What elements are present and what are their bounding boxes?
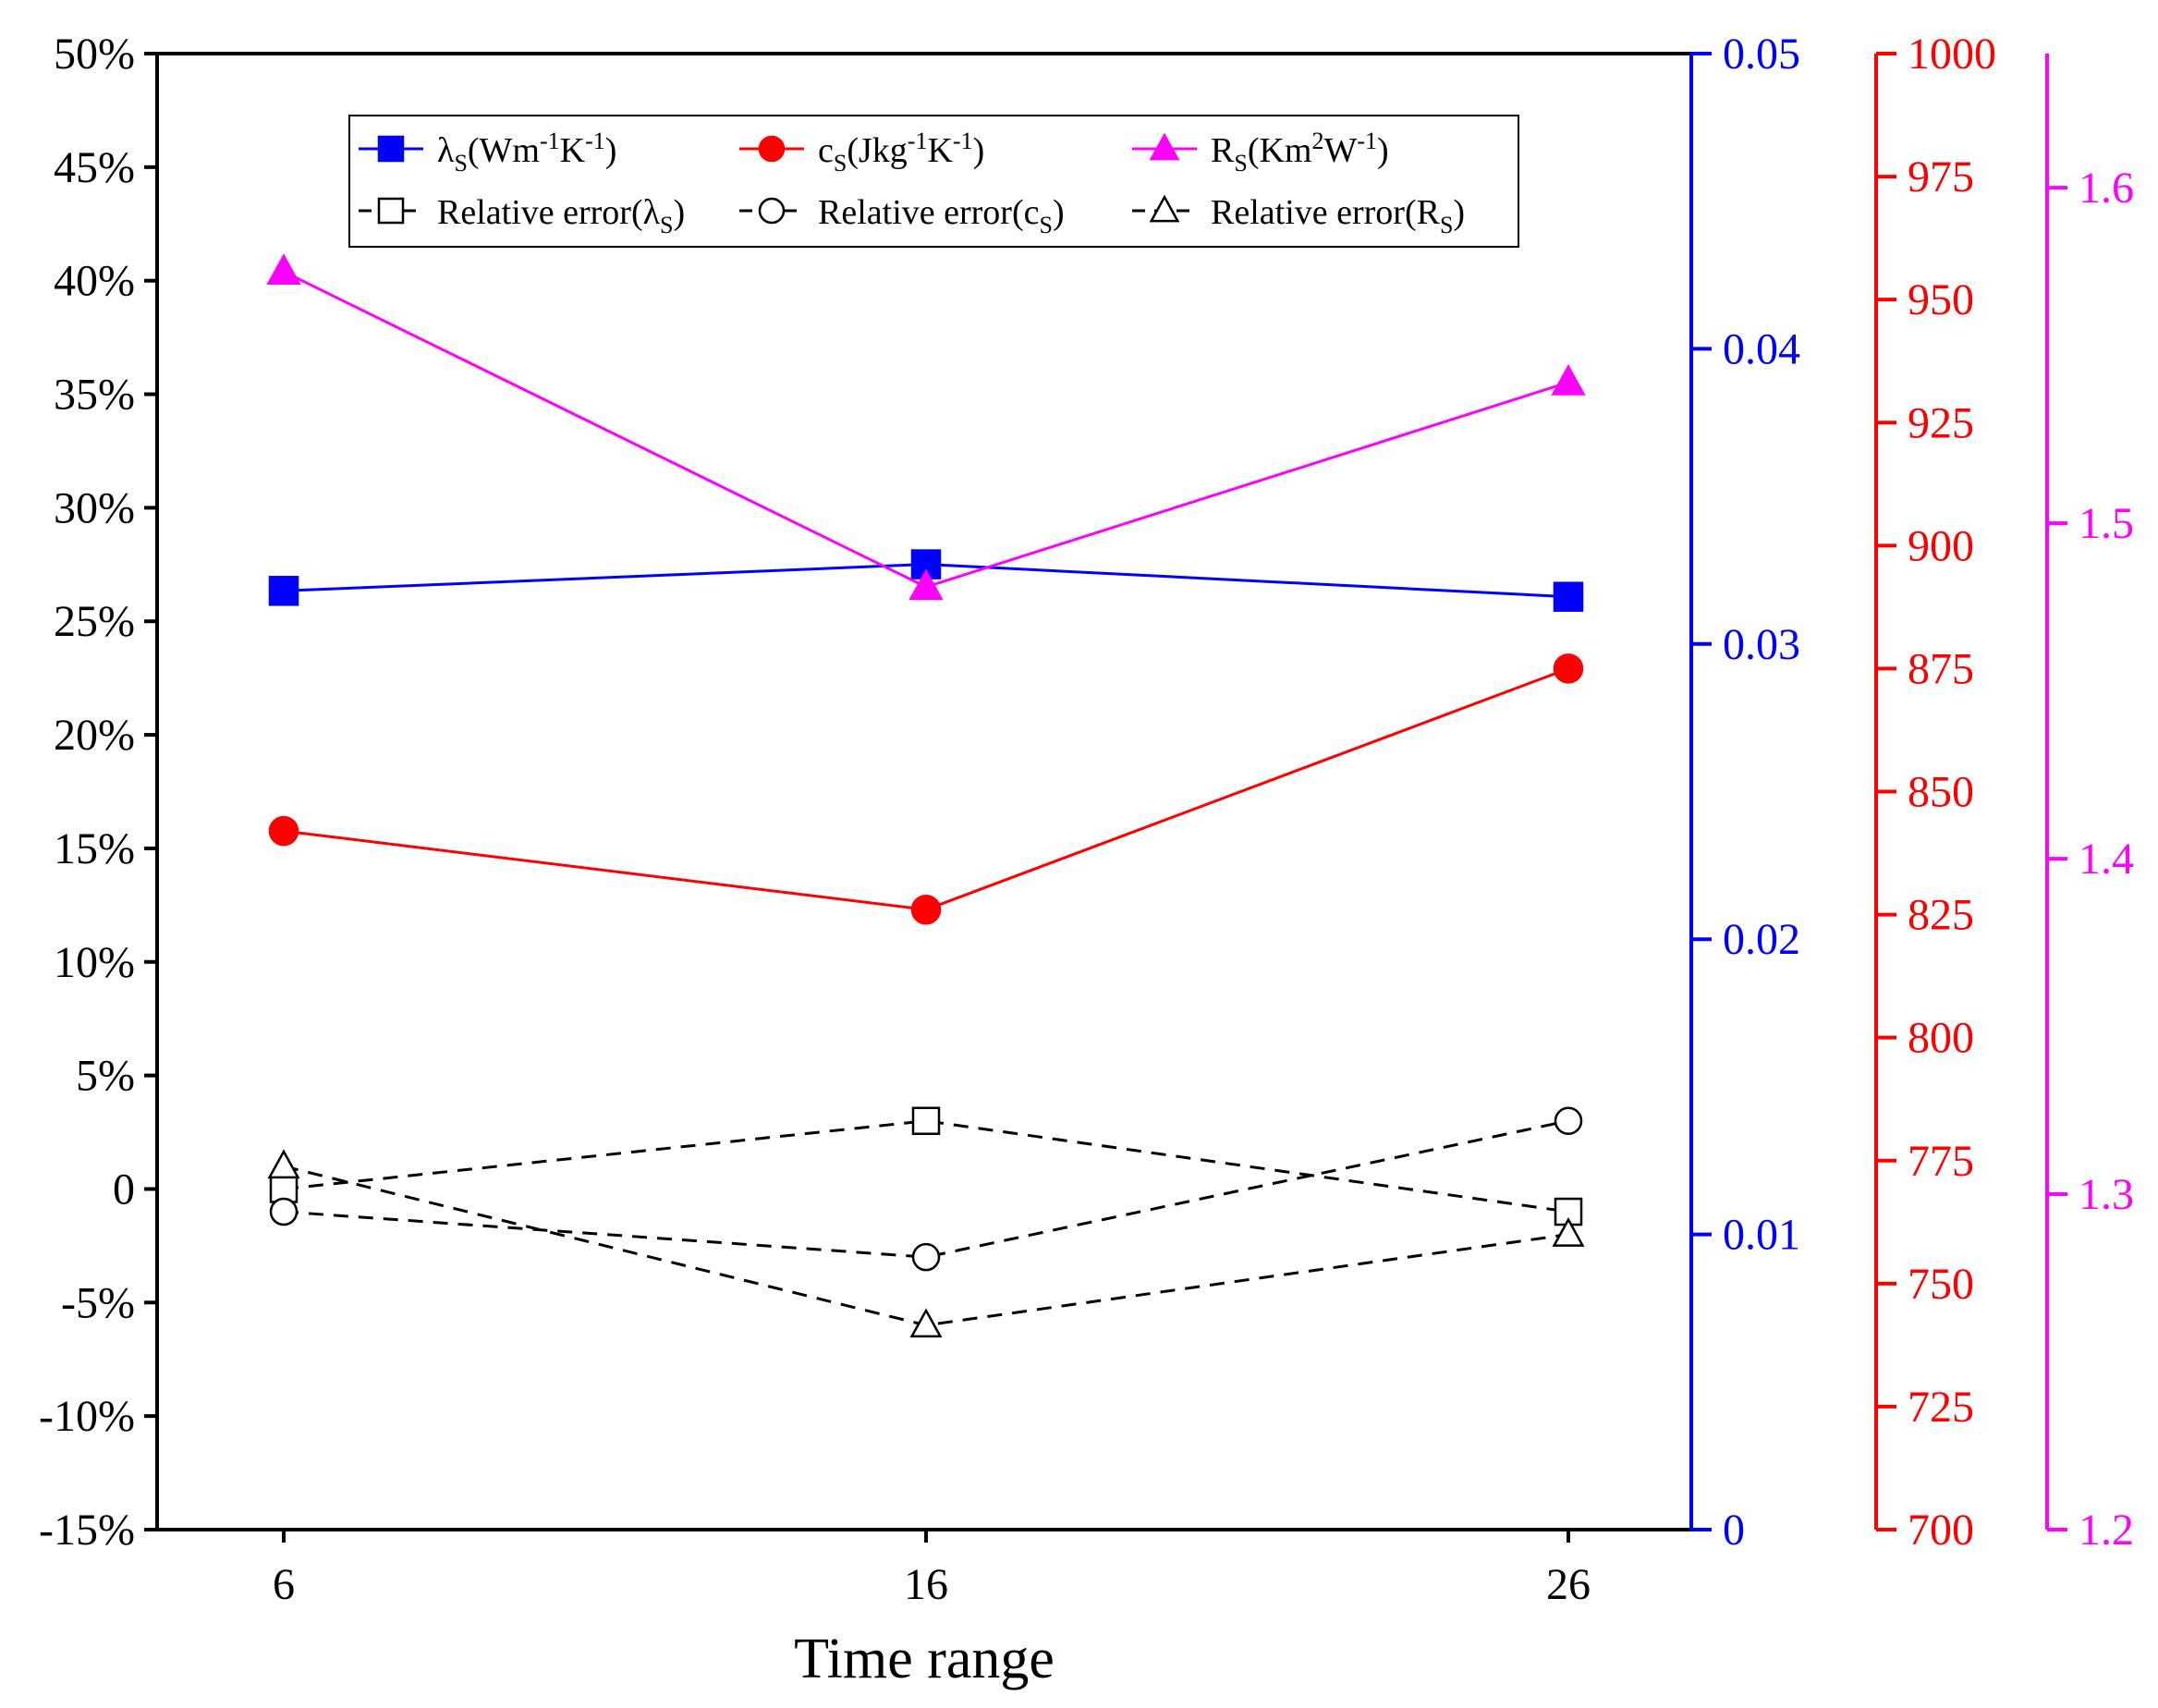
axis-R: 1.2 1.3 1.4 1.5 1.6 (2045, 54, 2134, 1555)
R-axis-tick-label: 1.4 (2079, 835, 2134, 884)
axis-lambda: 0 0.01 0.02 0.03 0.04 0.05 (1689, 30, 1800, 1555)
series-line (283, 667, 1569, 911)
lambda-axis-tick-label: 0.02 (1723, 915, 1800, 964)
legend-box (348, 115, 1519, 248)
data-point (269, 1197, 299, 1226)
c-axis-tick-label: 975 (1908, 152, 1974, 201)
series-6 (267, 1149, 1585, 1338)
legend-swatch-marker (377, 197, 405, 225)
legend-entry: RS(Km2W-1) (1132, 128, 1389, 177)
x-axis-tick-label: 16 (904, 1560, 948, 1609)
legend-swatch-marker (377, 135, 405, 163)
left-axis-tick-label: 10% (54, 938, 135, 987)
left-axis-tick-label: 15% (54, 824, 135, 873)
data-point (911, 1242, 941, 1272)
R-axis-tick-label: 1.6 (2079, 164, 2134, 213)
data-point (1554, 1106, 1583, 1136)
data-point (908, 568, 944, 601)
data-point (1553, 581, 1584, 612)
left-axis-tick-label: -10% (39, 1392, 135, 1441)
plot-frame (155, 52, 1691, 1531)
c-axis-tick-label: 700 (1908, 1506, 1974, 1555)
data-point (911, 1106, 941, 1136)
left-axis-tick-label: -15% (39, 1506, 135, 1555)
series-5 (269, 1106, 1583, 1272)
data-point (1551, 364, 1586, 396)
lambda-axis-tick-label: 0.05 (1723, 30, 1800, 79)
legend-entry: cS(Jkg-1K-1) (739, 128, 984, 177)
left-axis-tick-label: 20% (54, 711, 135, 760)
left-axis-tick-label: 30% (54, 483, 135, 532)
c-axis-tick-label: 825 (1908, 891, 1974, 940)
lambda-axis-tick-label: 0.03 (1723, 620, 1800, 669)
series-line (283, 1119, 1569, 1259)
data-point (268, 576, 299, 606)
left-axis-tick-label: 5% (76, 1052, 135, 1101)
data-point (266, 253, 301, 285)
legend-entry: Relative error(RS) (1132, 193, 1465, 238)
left-axis-tick-label: -5% (61, 1278, 135, 1327)
legend-entry: λS(Wm-1K-1) (359, 128, 616, 177)
x-axis-tick-label: 6 (273, 1560, 295, 1609)
data-point (268, 815, 299, 847)
c-axis-tick-label: 750 (1908, 1260, 1974, 1309)
legend-swatch-marker (758, 197, 786, 225)
lambda-axis-tick-label: 0.01 (1723, 1211, 1800, 1260)
data-point (267, 1149, 300, 1179)
left-axis-tick-label: 40% (54, 257, 135, 306)
left-axis-tick-label: 0 (113, 1165, 135, 1214)
data-point (909, 1308, 943, 1338)
legend: λS(Wm-1K-1) cS(Jkg-1K-1) RS(Km2W-1) Relativ… (348, 115, 1519, 248)
c-axis-tick-label: 900 (1908, 521, 1974, 570)
left-axis-tick-label: 45% (54, 143, 135, 192)
legend-swatch-marker (1149, 132, 1180, 161)
axis-c: 700 725 750 775 800 825 850 875 900 925 950 975 1000 (1874, 30, 1996, 1555)
c-axis-tick-label: 775 (1908, 1137, 1974, 1186)
lambda-axis-tick-label: 0 (1723, 1506, 1745, 1555)
legend-label: λS(Wm-1K-1) (437, 128, 616, 177)
R-axis-tick-label: 1.5 (2079, 499, 2134, 548)
data-point (1553, 653, 1584, 684)
x-axis-tick-label: 26 (1546, 1560, 1591, 1609)
legend-label: Relative error(λS) (437, 193, 685, 238)
legend-swatch-marker (1149, 194, 1180, 223)
legend-entry: Relative error(λS) (359, 193, 685, 238)
left-axis-tick-label: 35% (54, 371, 135, 420)
series-line (283, 270, 1569, 589)
c-axis-tick-label: 800 (1908, 1014, 1974, 1063)
legend-swatch-marker (758, 135, 786, 163)
legend-label: Relative error(RS) (1211, 193, 1465, 238)
c-axis-tick-label: 875 (1908, 644, 1974, 693)
legend-label: Relative error(cS) (818, 193, 1065, 238)
c-axis-tick-label: 850 (1908, 768, 1974, 817)
R-axis-tick-label: 1.3 (2079, 1170, 2134, 1219)
x-axis: 6 16 26 Time range (273, 1530, 1591, 1690)
left-axis: -15% -10% -5% 0 5% 10% 15% 20% 25% 30% 35% 40% 45% 50… (39, 30, 157, 1555)
series-3 (266, 253, 1586, 601)
legend-entry: Relative error(cS) (739, 193, 1065, 238)
c-axis-tick-label: 925 (1908, 398, 1974, 447)
c-axis-tick-label: 725 (1908, 1383, 1974, 1432)
left-axis-tick-label: 50% (54, 30, 135, 79)
series-line (283, 1119, 1569, 1214)
series-4 (269, 1106, 1583, 1226)
R-axis-tick-label: 1.2 (2079, 1506, 2134, 1555)
data-point (910, 895, 942, 925)
x-axis-title: Time range (794, 1628, 1055, 1690)
legend-label: cS(Jkg-1K-1) (818, 128, 984, 177)
series-1 (268, 549, 1584, 612)
lambda-axis-tick-label: 0.04 (1723, 324, 1800, 373)
legend-label: RS(Km2W-1) (1211, 128, 1389, 177)
c-axis-tick-label: 1000 (1908, 30, 1996, 79)
series-2 (268, 653, 1584, 925)
c-axis-tick-label: 950 (1908, 275, 1974, 324)
data-point (1552, 1217, 1585, 1247)
left-axis-tick-label: 25% (54, 597, 135, 646)
